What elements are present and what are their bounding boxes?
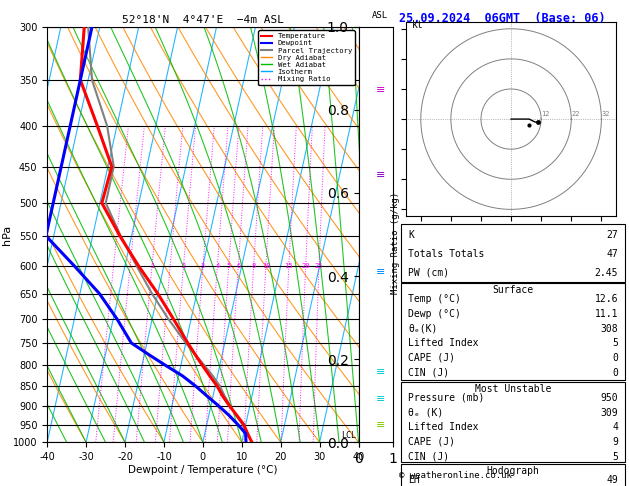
Text: θₑ(K): θₑ(K) xyxy=(408,324,437,333)
Y-axis label: hPa: hPa xyxy=(1,225,11,244)
Bar xyxy=(401,382,625,462)
Text: CIN (J): CIN (J) xyxy=(408,367,449,378)
Text: 309: 309 xyxy=(600,408,618,417)
Text: 6: 6 xyxy=(382,158,388,167)
Text: 6: 6 xyxy=(236,263,240,269)
Text: 47: 47 xyxy=(606,249,618,259)
Text: 950: 950 xyxy=(600,393,618,403)
Text: Lifted Index: Lifted Index xyxy=(408,338,479,348)
Text: 7: 7 xyxy=(382,97,388,105)
Text: EH: EH xyxy=(408,475,420,485)
Text: 10: 10 xyxy=(262,263,270,269)
Text: CAPE (J): CAPE (J) xyxy=(408,353,455,363)
Text: CIN (J): CIN (J) xyxy=(408,451,449,462)
Text: θₑ (K): θₑ (K) xyxy=(408,408,443,417)
Text: 2: 2 xyxy=(382,359,388,367)
Text: 1: 1 xyxy=(382,400,388,410)
Text: ASL: ASL xyxy=(372,11,388,19)
Text: Surface: Surface xyxy=(493,285,533,295)
Text: 4: 4 xyxy=(215,263,220,269)
Bar xyxy=(401,224,625,282)
Text: 2: 2 xyxy=(181,263,186,269)
Legend: Temperature, Dewpoint, Parcel Trajectory, Dry Adiabat, Wet Adiabat, Isotherm, Mi: Temperature, Dewpoint, Parcel Trajectory… xyxy=(258,30,355,85)
Text: 5: 5 xyxy=(226,263,231,269)
Text: 5: 5 xyxy=(612,338,618,348)
Bar xyxy=(401,464,625,486)
Text: 12.6: 12.6 xyxy=(594,295,618,304)
Text: CAPE (J): CAPE (J) xyxy=(408,437,455,447)
Text: 8: 8 xyxy=(252,263,256,269)
Title: 52°18'N  4°47'E  −4m ASL: 52°18'N 4°47'E −4m ASL xyxy=(122,15,284,25)
Text: Dewp (°C): Dewp (°C) xyxy=(408,309,461,319)
Text: Temp (°C): Temp (°C) xyxy=(408,295,461,304)
X-axis label: Dewpoint / Temperature (°C): Dewpoint / Temperature (°C) xyxy=(128,465,277,475)
Text: 0: 0 xyxy=(612,353,618,363)
Text: 20: 20 xyxy=(301,263,310,269)
Text: Totals Totals: Totals Totals xyxy=(408,249,484,259)
Text: 8: 8 xyxy=(382,27,388,36)
Text: 2.45: 2.45 xyxy=(594,268,618,278)
Text: 0: 0 xyxy=(612,367,618,378)
Text: 25.09.2024  06GMT  (Base: 06): 25.09.2024 06GMT (Base: 06) xyxy=(399,12,606,25)
Text: 11.1: 11.1 xyxy=(594,309,618,319)
Text: Lifted Index: Lifted Index xyxy=(408,422,479,432)
Text: 25: 25 xyxy=(314,263,323,269)
Text: 12: 12 xyxy=(541,111,550,117)
Text: 27: 27 xyxy=(606,230,618,240)
Text: 22: 22 xyxy=(571,111,580,117)
Text: 308: 308 xyxy=(600,324,618,333)
Text: PW (cm): PW (cm) xyxy=(408,268,449,278)
Text: 5: 5 xyxy=(612,451,618,462)
Text: 9: 9 xyxy=(612,437,618,447)
Text: ≡: ≡ xyxy=(376,420,385,430)
Text: ≡: ≡ xyxy=(376,267,385,277)
Text: 15: 15 xyxy=(285,263,293,269)
Text: © weatheronline.co.uk: © weatheronline.co.uk xyxy=(399,471,512,480)
Text: Mixing Ratio (g/kg): Mixing Ratio (g/kg) xyxy=(391,192,399,294)
Text: 3: 3 xyxy=(201,263,205,269)
Text: Most Unstable: Most Unstable xyxy=(475,384,551,394)
Text: 5: 5 xyxy=(382,215,388,224)
Text: K: K xyxy=(408,230,414,240)
Text: 32: 32 xyxy=(601,111,610,117)
Text: kt: kt xyxy=(412,20,423,30)
Text: Hodograph: Hodograph xyxy=(486,466,540,476)
Text: 49: 49 xyxy=(606,475,618,485)
Text: ≡: ≡ xyxy=(376,85,385,95)
Text: 4: 4 xyxy=(382,266,388,275)
Text: ≡: ≡ xyxy=(376,170,385,180)
Text: 3: 3 xyxy=(382,313,388,323)
Text: LCL: LCL xyxy=(342,431,357,440)
Text: 4: 4 xyxy=(612,422,618,432)
Text: ≡: ≡ xyxy=(376,394,385,403)
Bar xyxy=(401,283,625,380)
Text: Pressure (mb): Pressure (mb) xyxy=(408,393,484,403)
Text: ≡: ≡ xyxy=(376,367,385,377)
Text: 1: 1 xyxy=(150,263,154,269)
